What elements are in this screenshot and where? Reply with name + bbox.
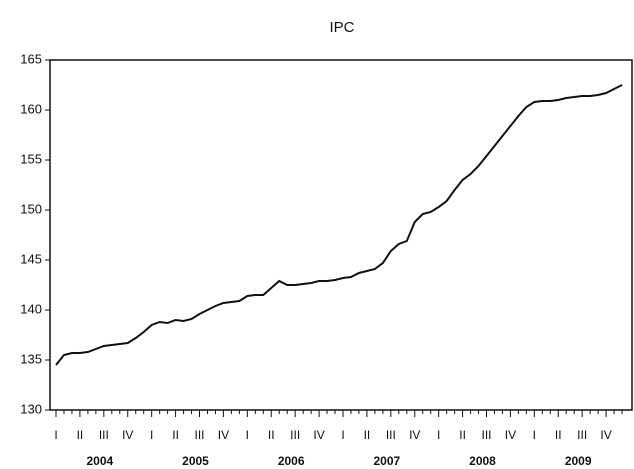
- x-tick-label: IV: [505, 428, 516, 442]
- x-tick-label: I: [533, 428, 536, 442]
- x-tick-label: I: [341, 428, 344, 442]
- x-tick-label: III: [577, 428, 587, 442]
- x-tick-label: II: [172, 428, 179, 442]
- chart-title: IPC: [329, 19, 354, 36]
- x-tick-label: III: [194, 428, 204, 442]
- x-tick-label: I: [246, 428, 249, 442]
- x-tick-label: II: [268, 428, 275, 442]
- y-tick-label: 160: [20, 101, 42, 116]
- x-group-label: 2004: [86, 454, 113, 468]
- x-tick-label: I: [150, 428, 153, 442]
- y-tick-label: 130: [20, 401, 42, 416]
- x-tick-label: IV: [313, 428, 324, 442]
- x-group-label: 2009: [565, 454, 592, 468]
- x-group-label: 2005: [182, 454, 209, 468]
- plot-frame: [49, 59, 633, 411]
- x-tick-label: IV: [122, 428, 133, 442]
- x-tick-label: III: [290, 428, 300, 442]
- y-tick-label: 155: [20, 151, 42, 166]
- x-tick-label: I: [437, 428, 440, 442]
- x-group-label: 2007: [373, 454, 400, 468]
- y-tick-label: 140: [20, 301, 42, 316]
- x-group-label: 2006: [278, 454, 305, 468]
- x-tick-label: IV: [409, 428, 420, 442]
- x-tick-label: III: [481, 428, 491, 442]
- y-tick-label: 145: [20, 251, 42, 266]
- line: [55, 84, 623, 366]
- y-tick-label: 165: [20, 51, 42, 66]
- x-tick-label: II: [77, 428, 84, 442]
- y-tick-label: 135: [20, 351, 42, 366]
- x-tick-label: III: [99, 428, 109, 442]
- x-tick-label: II: [555, 428, 562, 442]
- x-tick-label: II: [459, 428, 466, 442]
- x-tick-label: IV: [218, 428, 229, 442]
- x-tick-label: III: [386, 428, 396, 442]
- y-tick-label: 150: [20, 201, 42, 216]
- x-tick-label: IV: [600, 428, 611, 442]
- x-group-label: 2008: [469, 454, 496, 468]
- x-tick-label: I: [54, 428, 57, 442]
- x-tick-label: II: [364, 428, 371, 442]
